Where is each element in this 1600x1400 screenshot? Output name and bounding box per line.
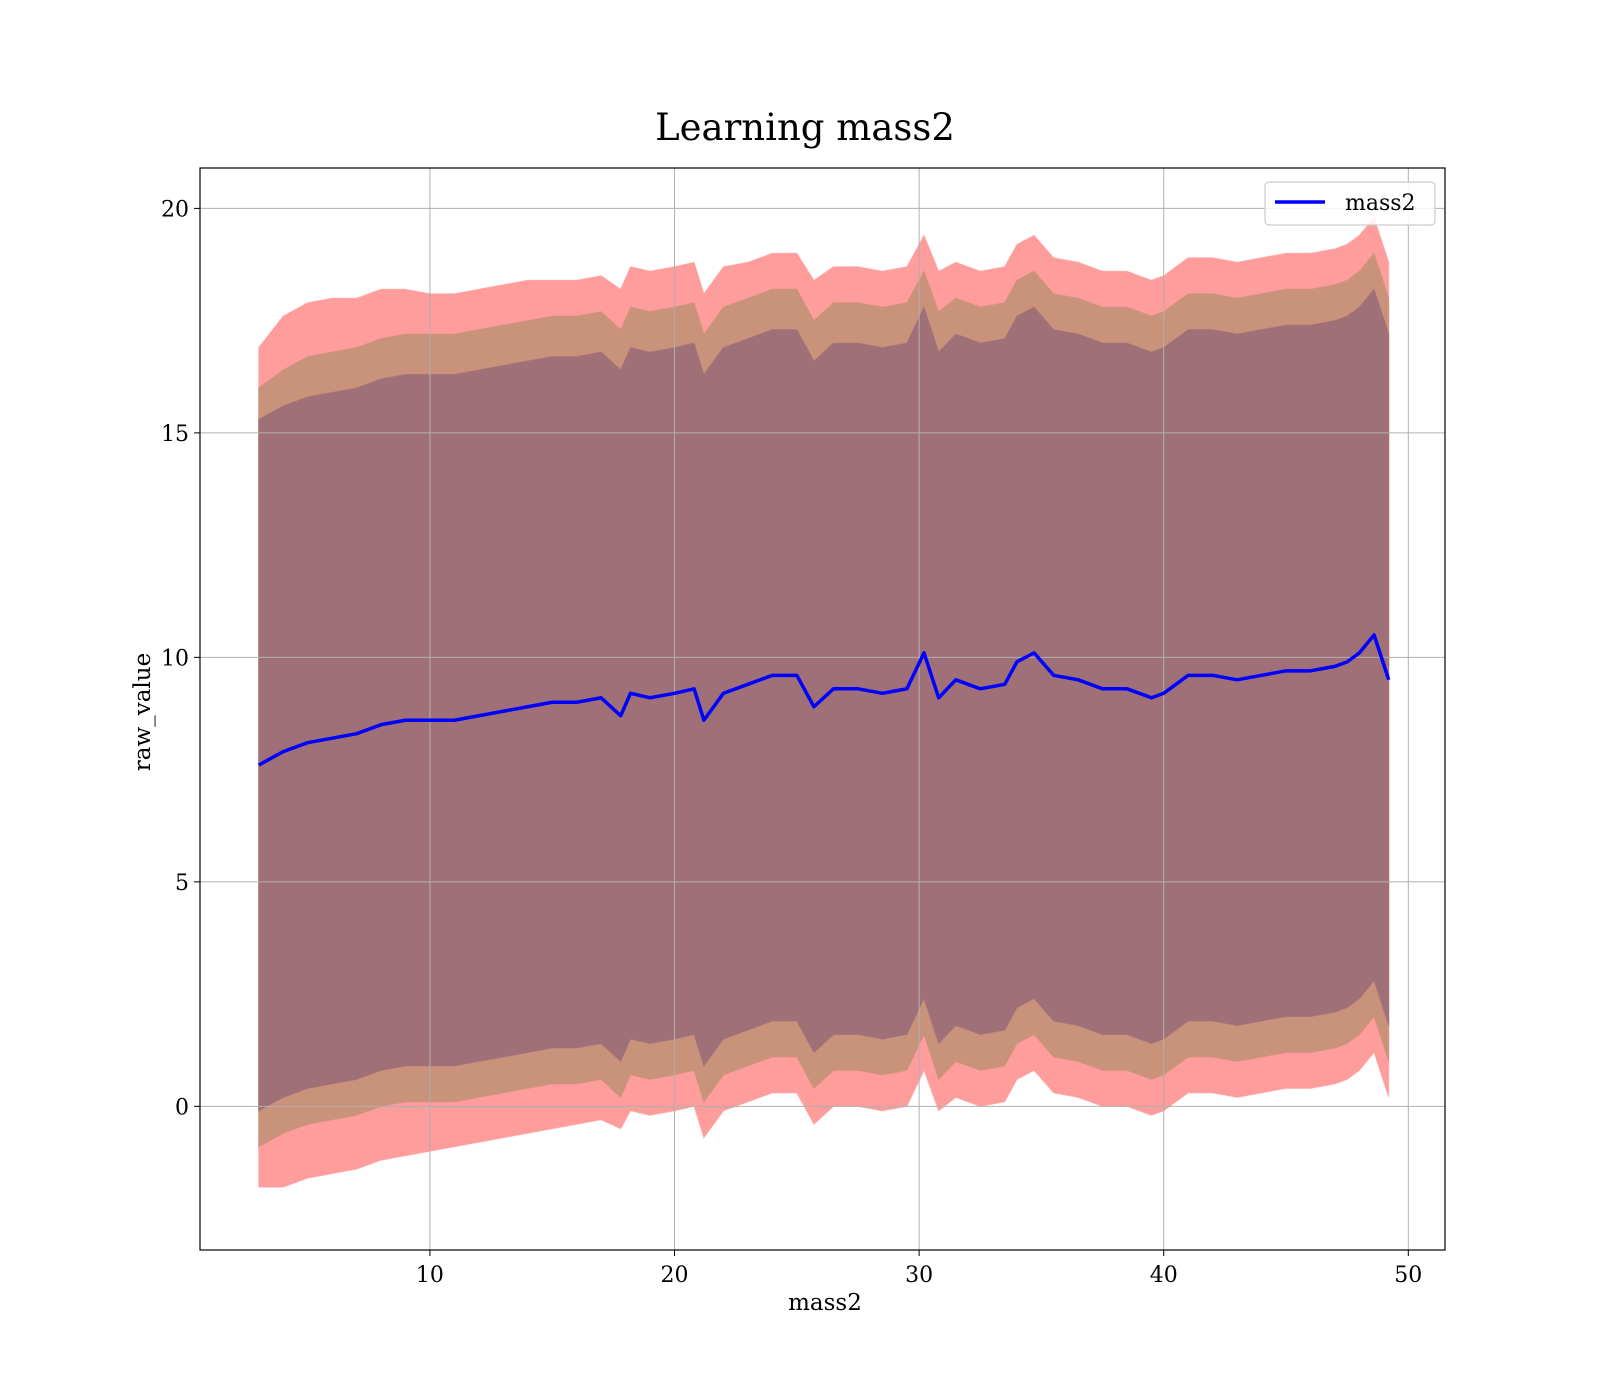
legend-label-mass2: mass2: [1345, 191, 1416, 216]
confidence-bands: [258, 216, 1390, 1188]
y-tick-label: 10: [161, 646, 189, 671]
x-tick-label: 50: [1394, 1263, 1422, 1288]
legend-box: [1264, 181, 1436, 226]
x-axis-ticks: 10 20 30 40 50: [416, 1250, 1422, 1288]
y-tick-label: 20: [161, 197, 189, 222]
x-tick-label: 30: [905, 1263, 933, 1288]
x-tick-label: 40: [1150, 1263, 1178, 1288]
y-tick-label: 0: [175, 1095, 189, 1120]
y-tick-label: 15: [161, 422, 189, 447]
x-tick-label: 20: [661, 1263, 689, 1288]
chart-title: Learning mass2: [655, 106, 955, 149]
y-axis-label: raw_value: [130, 653, 156, 771]
x-axis-label: mass2: [788, 1290, 862, 1316]
series-line-mass2: [257, 633, 1391, 767]
x-tick-label: 10: [416, 1263, 444, 1288]
y-axis-ticks: 0 5 10 15 20: [161, 197, 200, 1120]
y-tick-label: 5: [175, 871, 189, 896]
plot-area: [199, 167, 1446, 1251]
grid-lines: [200, 168, 1445, 1250]
legend: mass2: [1264, 181, 1436, 226]
plot-frame: [199, 167, 1446, 1251]
